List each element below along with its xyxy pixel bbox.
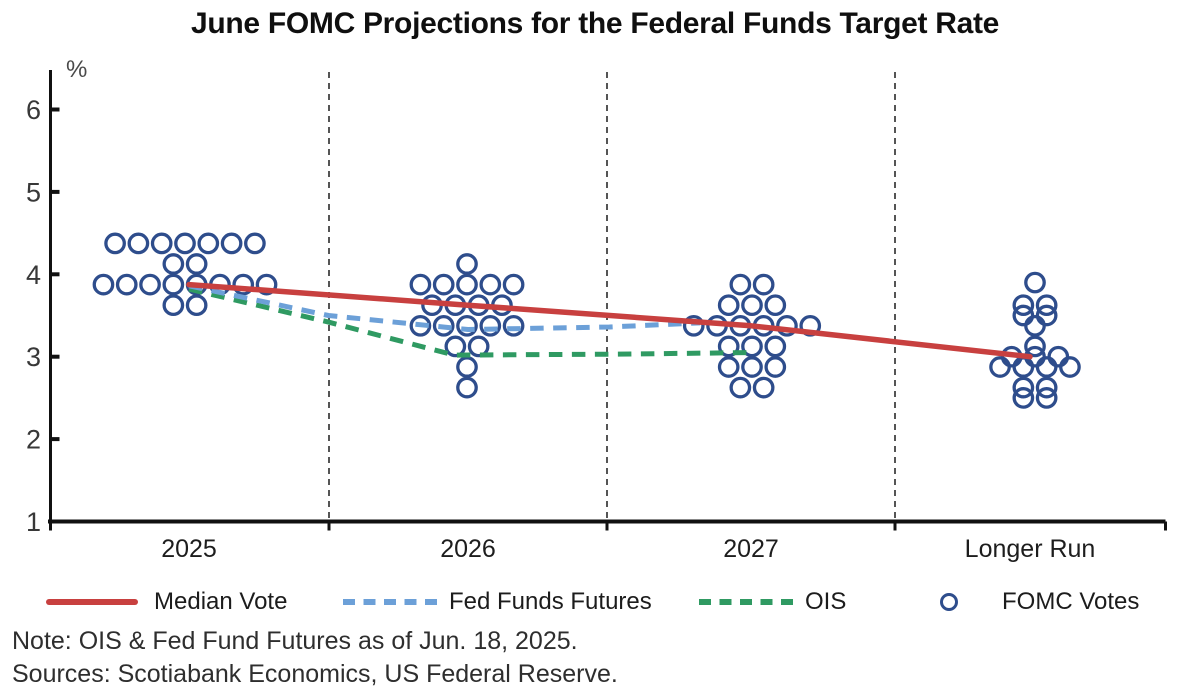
svg-text:2: 2 (26, 425, 41, 455)
x-axis-category-labels: 2025 2026 2027 Longer Run (161, 535, 1095, 563)
median-vote-line (186, 281, 1033, 360)
legend-label-ois: OIS (805, 588, 847, 615)
fomc-votes-dots (92, 232, 1081, 409)
footnote: Note: OIS & Fed Fund Futures as of Jun. … (12, 627, 578, 655)
fomc-votes-circle-swatch (940, 593, 958, 611)
svg-text:3: 3 (26, 342, 41, 372)
legend-label-median-vote: Median Vote (154, 588, 288, 615)
fed-funds-futures-dash-swatch (343, 599, 437, 605)
legend-label-fed-funds-futures: Fed Funds Futures (449, 588, 652, 615)
svg-text:2025: 2025 (161, 535, 217, 563)
period-separators (328, 72, 896, 522)
legend-item-median-vote: Median Vote (46, 587, 287, 617)
y-axis-tick-labels: 6 5 4 3 2 1 (26, 95, 41, 537)
median-vote-line-swatch (46, 599, 138, 605)
svg-text:2027: 2027 (723, 535, 779, 563)
svg-text:4: 4 (26, 260, 41, 290)
legend-item-ois: OIS (699, 587, 846, 617)
svg-text:5: 5 (26, 177, 41, 207)
legend-item-fomc-votes: FOMC Votes (940, 587, 1139, 617)
svg-text:6: 6 (26, 95, 41, 125)
ois-line (188, 286, 752, 358)
y-axis-unit-label: % (66, 56, 88, 83)
svg-text:2026: 2026 (440, 535, 496, 563)
fed-funds-futures-line (188, 283, 701, 332)
svg-text:1: 1 (26, 507, 41, 537)
fomc-dot-plot-chart: 6 5 4 3 2 1 2025 2026 2027 Longer Run (26, 70, 1167, 563)
sources-line: Sources: Scotiabank Economics, US Federa… (12, 660, 618, 688)
legend-item-fed-funds-futures: Fed Funds Futures (343, 587, 652, 617)
axes (48, 70, 1167, 531)
svg-text:Longer Run: Longer Run (965, 535, 1096, 563)
chart-title: June FOMC Projections for the Federal Fu… (190, 7, 1000, 40)
legend-label-fomc-votes: FOMC Votes (1002, 588, 1140, 615)
ois-dash-swatch (699, 599, 793, 605)
